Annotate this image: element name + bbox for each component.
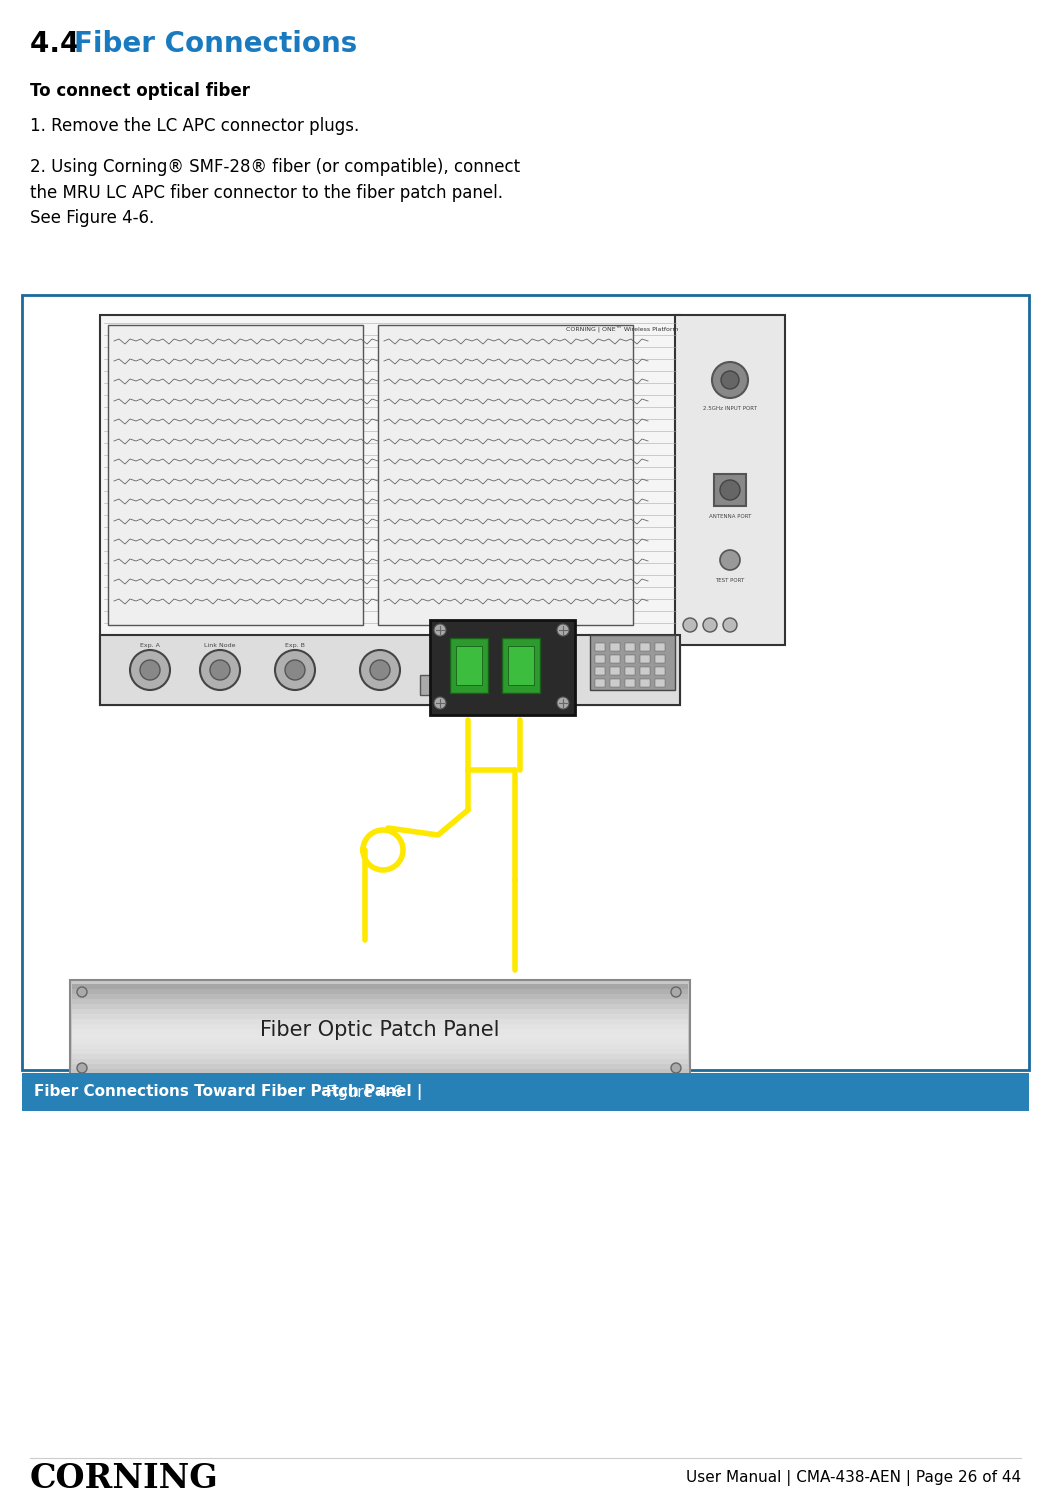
Text: 4.4: 4.4 (30, 30, 89, 59)
Circle shape (275, 650, 315, 689)
Text: ANTENNA PORT: ANTENNA PORT (708, 515, 751, 519)
Circle shape (77, 1063, 87, 1073)
Bar (590, 635, 675, 689)
Bar (73, 999, 688, 1004)
Bar (595, 643, 605, 652)
Circle shape (712, 363, 748, 397)
Circle shape (434, 697, 446, 709)
Circle shape (671, 1063, 681, 1073)
Bar (450, 638, 488, 692)
Bar (70, 980, 691, 1081)
Circle shape (140, 661, 160, 680)
Circle shape (210, 661, 230, 680)
Bar (73, 1044, 688, 1049)
Text: 2. Using Corning® SMF-28® fiber (or compatible), connect
the MRU LC APC fiber co: 2. Using Corning® SMF-28® fiber (or comp… (30, 158, 520, 227)
Bar (73, 993, 688, 999)
Circle shape (703, 619, 717, 632)
Bar (625, 679, 635, 686)
Bar (456, 646, 482, 685)
Bar (378, 325, 633, 625)
Bar (108, 325, 363, 625)
Bar (430, 620, 575, 715)
Text: Exp. B: Exp. B (285, 643, 305, 649)
Bar (73, 1034, 688, 1038)
Bar (100, 315, 680, 704)
Bar (73, 1023, 688, 1029)
Circle shape (434, 625, 446, 637)
Bar (595, 679, 605, 686)
Circle shape (285, 661, 305, 680)
Bar (73, 1075, 688, 1079)
Bar (595, 667, 605, 676)
Bar (456, 676, 470, 695)
Bar (73, 1060, 688, 1064)
Bar (625, 667, 635, 676)
Text: Fiber Optic Patch Panel: Fiber Optic Patch Panel (261, 1020, 499, 1040)
Circle shape (130, 650, 170, 689)
Circle shape (370, 661, 390, 680)
Bar (655, 655, 665, 664)
Circle shape (720, 549, 740, 570)
Bar (675, 315, 785, 646)
Bar (22, 1073, 1029, 1111)
Circle shape (683, 619, 697, 632)
Bar (714, 474, 746, 506)
Bar (655, 679, 665, 686)
Bar (73, 1079, 688, 1084)
Bar (73, 1054, 688, 1060)
Bar (73, 1069, 688, 1075)
Text: 1. Remove the LC APC connector plugs.: 1. Remove the LC APC connector plugs. (30, 117, 359, 135)
Circle shape (723, 619, 737, 632)
Circle shape (671, 987, 681, 996)
Bar (640, 667, 650, 676)
Text: CORNING: CORNING (30, 1461, 219, 1494)
Bar (73, 984, 688, 989)
Text: Exp. A: Exp. A (140, 643, 160, 649)
Text: 2.5GHz INPUT PORT: 2.5GHz INPUT PORT (703, 406, 757, 411)
Circle shape (77, 987, 87, 996)
Circle shape (720, 480, 740, 500)
Bar (610, 643, 620, 652)
Bar (73, 1064, 688, 1069)
Circle shape (200, 650, 240, 689)
Bar (73, 1019, 688, 1023)
Circle shape (721, 372, 739, 388)
Bar (73, 1029, 688, 1034)
Bar (625, 655, 635, 664)
Bar (73, 1038, 688, 1044)
Bar (640, 679, 650, 686)
Bar (420, 676, 434, 695)
Bar (22, 295, 1029, 1070)
Bar (610, 679, 620, 686)
Bar (100, 635, 680, 704)
Circle shape (557, 697, 569, 709)
Circle shape (360, 650, 400, 689)
Text: Figure 4-6: Figure 4-6 (326, 1085, 403, 1100)
Bar (610, 667, 620, 676)
Bar (595, 655, 605, 664)
Circle shape (557, 625, 569, 637)
Bar (610, 655, 620, 664)
Bar (73, 1004, 688, 1008)
Text: To connect optical fiber: To connect optical fiber (30, 81, 250, 99)
Bar (655, 667, 665, 676)
Bar (73, 1049, 688, 1054)
Text: Fiber Connections: Fiber Connections (74, 30, 357, 59)
Bar (625, 643, 635, 652)
Text: User Manual | CMA-438-AEN | Page 26 of 44: User Manual | CMA-438-AEN | Page 26 of 4… (686, 1470, 1021, 1485)
Bar (73, 1014, 688, 1019)
Text: TEST PORT: TEST PORT (716, 578, 744, 582)
Bar (640, 643, 650, 652)
Bar (502, 638, 540, 692)
Bar (655, 643, 665, 652)
Bar (640, 655, 650, 664)
Text: CORNING | ONE™ Wireless Platform: CORNING | ONE™ Wireless Platform (565, 327, 678, 333)
Text: Fiber Connections Toward Fiber Patch Panel |: Fiber Connections Toward Fiber Patch Pan… (34, 1084, 428, 1100)
Bar (438, 676, 452, 695)
Text: Link Node: Link Node (204, 643, 235, 649)
Bar (73, 989, 688, 993)
Bar (73, 1008, 688, 1014)
Bar (508, 646, 534, 685)
